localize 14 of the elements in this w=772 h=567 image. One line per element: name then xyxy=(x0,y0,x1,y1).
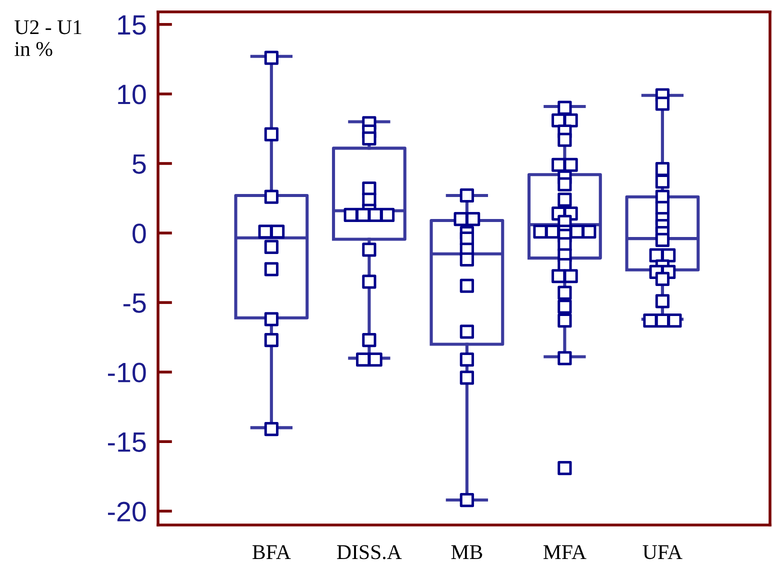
y-axis-title: U2 - U1 in % xyxy=(14,20,82,56)
y-tick-label: 0 xyxy=(132,224,146,244)
x-tick-label: UFA xyxy=(642,545,682,560)
y-tick-label: -20 xyxy=(108,502,146,522)
y-tick-label: 5 xyxy=(132,154,146,174)
x-tick-label: DISS.A xyxy=(337,545,402,560)
y-tick-label: -10 xyxy=(108,362,146,382)
y-tick-label: 10 xyxy=(118,84,146,104)
x-tick-label: MB xyxy=(451,545,482,560)
y-tick-label: 15 xyxy=(118,15,146,35)
y-tick-label: -15 xyxy=(108,432,146,452)
y-tick-label: -5 xyxy=(123,294,146,313)
x-tick-label: BFA xyxy=(252,545,291,560)
x-tick-label: MFA xyxy=(543,545,586,559)
